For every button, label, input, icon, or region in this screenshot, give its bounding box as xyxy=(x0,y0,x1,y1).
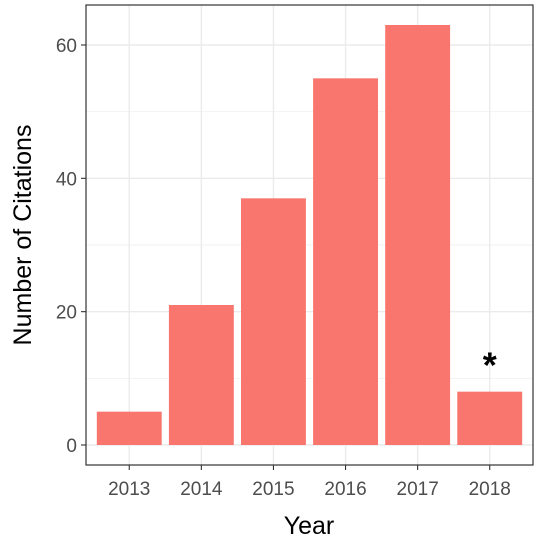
annotations: * xyxy=(483,345,497,386)
bar-2015 xyxy=(241,198,306,445)
bar-2017 xyxy=(385,25,451,445)
x-tick-label-2017: 2017 xyxy=(397,479,439,500)
x-tick-label-2018: 2018 xyxy=(469,479,511,500)
x-tick-label-2014: 2014 xyxy=(180,479,223,500)
y-tick-label: 40 xyxy=(56,169,77,190)
bars xyxy=(96,25,523,445)
panel-background xyxy=(86,5,533,465)
x-tick-label-2013: 2013 xyxy=(108,479,150,500)
bar-2018 xyxy=(457,391,523,445)
bar-2014 xyxy=(168,305,234,445)
x-tick-label-2015: 2015 xyxy=(252,479,294,500)
y-tick-label: 20 xyxy=(56,303,77,324)
panel-border xyxy=(85,4,534,466)
y-axis-title: Number of Citations xyxy=(9,125,37,346)
bar-2016 xyxy=(313,78,378,445)
y-tick-label: 60 xyxy=(56,36,77,57)
asterisk-annotation: * xyxy=(483,345,497,386)
y-axis: 0 20 40 60 xyxy=(56,36,86,457)
bar-2013 xyxy=(96,411,162,445)
y-tick-label: 0 xyxy=(66,436,77,457)
minor-gridlines xyxy=(86,111,533,379)
x-axis: 2013 2014 2015 2016 2017 2018 xyxy=(108,465,511,500)
x-axis-title: Year xyxy=(284,512,335,540)
x-tick-label-2016: 2016 xyxy=(324,479,366,500)
